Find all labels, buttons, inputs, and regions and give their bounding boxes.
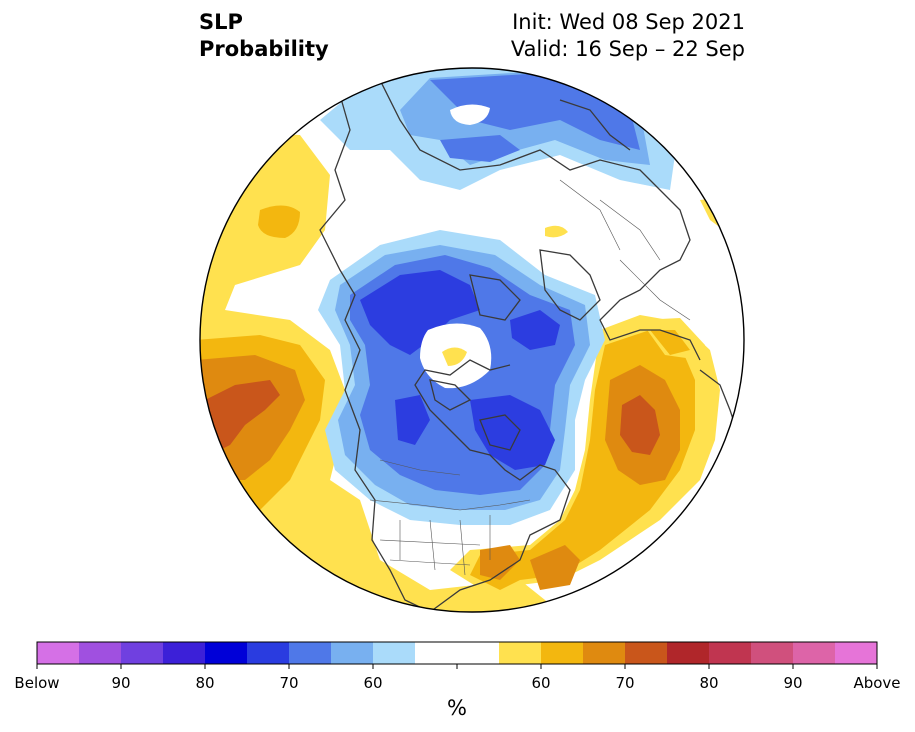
colorbar-swatch	[709, 642, 752, 664]
init-date: Init: Wed 08 Sep 2021	[512, 10, 745, 34]
above-region-east-peak	[620, 395, 660, 455]
colorbar-swatch	[247, 642, 290, 664]
title-field: Probability	[199, 37, 329, 61]
colorbar-swatch	[79, 642, 122, 664]
colorbar-label: 70	[615, 674, 635, 692]
colorbar-swatch	[793, 642, 836, 664]
colorbar-swatch	[289, 642, 332, 664]
title-right: Init: Wed 08 Sep 2021 Valid: 16 Sep – 22…	[511, 9, 745, 63]
colorbar-label: 90	[783, 674, 803, 692]
colorbar-swatch	[163, 642, 206, 664]
colorbar	[36, 641, 878, 669]
colorbar-swatch	[205, 642, 248, 664]
colorbar-label: Above	[853, 674, 901, 692]
colorbar-swatch	[583, 642, 626, 664]
coastlines	[319, 79, 741, 612]
above-region-west-peak	[205, 380, 280, 455]
above-region-west	[200, 130, 560, 612]
colorbar-label: 70	[279, 674, 299, 692]
colorbar-swatch	[667, 642, 710, 664]
colorbar-swatch	[415, 642, 458, 664]
colorbar-swatch	[457, 642, 500, 664]
colorbar-swatch	[121, 642, 164, 664]
colorbar-label: 60	[531, 674, 551, 692]
colorbar-swatch	[541, 642, 584, 664]
title-left: SLP Probability	[199, 9, 329, 63]
map-fields	[200, 68, 744, 612]
colorbar-swatch	[499, 642, 542, 664]
colorbar-swatch	[835, 642, 878, 664]
colorbar-label: 90	[111, 674, 131, 692]
title-variable: SLP	[199, 10, 243, 34]
country-borders	[369, 179, 691, 576]
colorbar-label: Below	[14, 674, 60, 692]
colorbar-label: 60	[363, 674, 383, 692]
colorbar-swatch	[751, 642, 794, 664]
colorbar-swatch	[625, 642, 668, 664]
colorbar-units: %	[447, 696, 467, 720]
colorbar-label: 80	[699, 674, 719, 692]
colorbar-swatch	[331, 642, 374, 664]
colorbar-swatch	[373, 642, 416, 664]
globe-outline	[199, 67, 745, 613]
colorbar-label: 80	[195, 674, 215, 692]
colorbar-swatch	[37, 642, 80, 664]
valid-range: Valid: 16 Sep – 22 Sep	[510, 37, 745, 61]
